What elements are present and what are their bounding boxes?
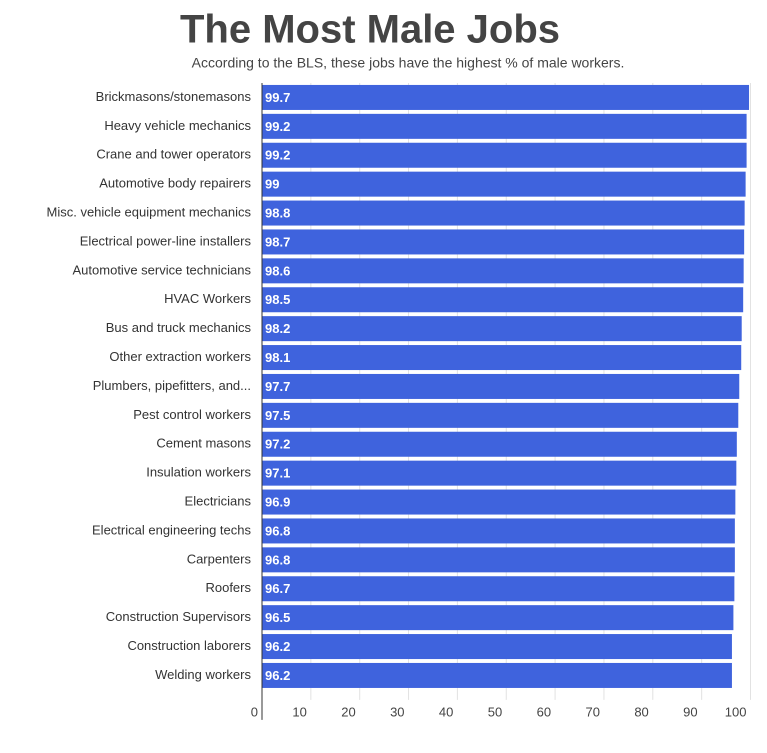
bar: [262, 634, 732, 660]
bar: [262, 662, 732, 688]
y-tick-label: HVAC Workers: [164, 291, 251, 306]
bar: [262, 489, 736, 515]
bar: [262, 576, 735, 602]
bar: [262, 431, 737, 457]
y-tick-label: Construction Supervisors: [106, 609, 252, 624]
y-tick-label: Welding workers: [155, 667, 251, 682]
y-tick-label: Automotive body repairers: [99, 176, 251, 191]
value-label: 96.2: [265, 639, 290, 654]
value-label: 96.8: [265, 552, 290, 567]
chart-title: The Most Male Jobs: [180, 8, 560, 52]
value-label: 96.2: [265, 668, 290, 683]
value-label: 96.9: [265, 494, 290, 509]
x-tick-label: 40: [439, 704, 453, 719]
bar: [262, 171, 746, 197]
bar: [262, 229, 745, 255]
value-label: 98.2: [265, 321, 290, 336]
y-tick-label: Electrical power-line installers: [80, 233, 252, 248]
y-tick-label: Electrical engineering techs: [92, 522, 251, 537]
value-label: 99.2: [265, 148, 290, 163]
y-tick-label: Cement masons: [156, 436, 251, 451]
y-tick-label: Brickmasons/stonemasons: [96, 89, 252, 104]
x-tick-label: 80: [634, 704, 648, 719]
y-tick-label: Roofers: [205, 580, 251, 595]
x-tick-label: 10: [292, 704, 306, 719]
y-tick-label: Carpenters: [187, 551, 252, 566]
y-tick-label: Heavy vehicle mechanics: [104, 118, 251, 133]
x-tick-label: 60: [537, 704, 551, 719]
value-label: 97.5: [265, 408, 290, 423]
value-label: 97.2: [265, 437, 290, 452]
value-label: 96.8: [265, 523, 290, 538]
value-label: 99: [265, 177, 279, 192]
bar: [262, 605, 734, 631]
bar: [262, 113, 747, 139]
y-tick-label: Crane and tower operators: [96, 147, 251, 162]
y-tick-label: Other extraction workers: [109, 349, 251, 364]
bar: [262, 547, 735, 573]
x-tick-label: 70: [585, 704, 599, 719]
value-label: 98.7: [265, 234, 290, 249]
y-tick-label: Insulation workers: [146, 465, 251, 480]
y-tick-label: Automotive service technicians: [73, 262, 252, 277]
value-label: 98.6: [265, 263, 290, 278]
bar: [262, 402, 739, 428]
bar: [262, 84, 750, 110]
y-tick-label: Construction laborers: [127, 638, 251, 653]
bar: [262, 460, 737, 486]
y-tick-label: Electricians: [185, 493, 252, 508]
value-label: 99.7: [265, 90, 290, 105]
x-tick-label: 100: [725, 704, 747, 719]
x-tick-label: 0: [251, 704, 258, 719]
bar: [262, 316, 742, 342]
bar: [262, 518, 735, 544]
x-tick-label: 20: [341, 704, 355, 719]
value-label: 98.8: [265, 205, 290, 220]
value-label: 97.1: [265, 466, 290, 481]
value-label: 98.5: [265, 292, 290, 307]
y-tick-label: Pest control workers: [133, 407, 251, 422]
y-tick-label: Misc. vehicle equipment mechanics: [47, 204, 252, 219]
y-tick-label: Plumbers, pipefitters, and...: [93, 378, 251, 393]
bar: [262, 287, 744, 313]
bar: [262, 373, 740, 399]
bar: [262, 345, 742, 371]
bar: [262, 142, 747, 168]
value-label: 98.1: [265, 350, 290, 365]
value-label: 96.7: [265, 581, 290, 596]
x-tick-label: 90: [683, 704, 697, 719]
y-tick-label: Bus and truck mechanics: [106, 320, 252, 335]
chart-subtitle: According to the BLS, these jobs have th…: [192, 55, 625, 71]
bar: [262, 200, 745, 226]
value-label: 97.7: [265, 379, 290, 394]
x-tick-label: 30: [390, 704, 404, 719]
value-label: 96.5: [265, 610, 290, 625]
bar: [262, 258, 744, 284]
x-tick-label: 50: [488, 704, 502, 719]
value-label: 99.2: [265, 119, 290, 134]
